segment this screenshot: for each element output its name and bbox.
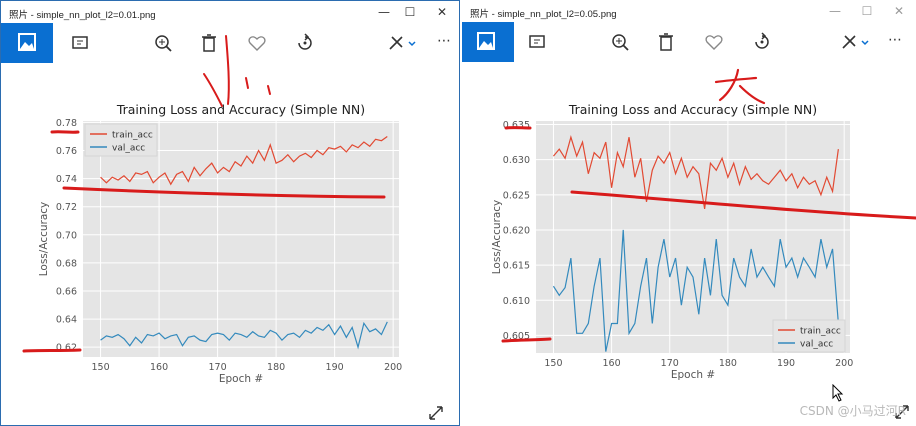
legend-box <box>84 123 158 157</box>
x-tick-label: 150 <box>91 362 109 373</box>
x-axis-label: Epoch # <box>219 373 263 385</box>
y-axis-label: Loss/Accuracy <box>491 200 503 275</box>
minimize-button[interactable]: — <box>378 5 390 19</box>
legend-label: val_acc <box>800 340 833 350</box>
favorite-icon[interactable] <box>702 30 726 54</box>
zoom-in-icon[interactable] <box>151 31 175 55</box>
legend-label: val_acc <box>112 144 145 154</box>
title-bar[interactable]: 照片 - simple_nn_plot_l2=0.01.png — ☐ ✕ <box>1 1 459 23</box>
y-axis-label: Loss/Accuracy <box>38 202 50 277</box>
title-bar[interactable]: 照片 - simple_nn_plot_l2=0.05.png — ☐ ✕ <box>462 0 916 22</box>
zoom-in-icon[interactable] <box>608 30 632 54</box>
y-tick-label: 0.635 <box>503 120 530 131</box>
x-tick-label: 170 <box>209 362 227 373</box>
close-button[interactable]: ✕ <box>436 5 448 19</box>
y-tick-label: 0.66 <box>56 286 77 297</box>
x-tick-label: 190 <box>777 358 795 369</box>
chart-right: 0.605 0.610 0.615 0.620 0.625 0.630 0.635 150 16… <box>491 102 853 381</box>
plot-area <box>83 121 399 357</box>
minimize-button[interactable]: — <box>829 4 841 18</box>
x-tick-label: 170 <box>661 358 679 369</box>
y-tick-label: 0.62 <box>56 343 77 354</box>
chart-title: Training Loss and Accuracy (Simple NN) <box>568 102 817 117</box>
y-tick-label: 0.615 <box>503 261 530 272</box>
y-tick-label: 0.70 <box>56 230 77 241</box>
add-to-album-icon[interactable] <box>526 30 550 54</box>
x-tick-label: 190 <box>326 362 344 373</box>
favorite-icon[interactable] <box>245 31 269 55</box>
close-button[interactable]: ✕ <box>893 4 905 18</box>
y-tick-label: 0.78 <box>56 118 77 129</box>
mouse-cursor-icon <box>832 384 844 402</box>
y-tick-label: 0.610 <box>503 296 530 307</box>
rotate-icon[interactable] <box>293 31 317 55</box>
y-tick-label: 0.68 <box>56 258 77 269</box>
rotate-icon[interactable] <box>750 30 774 54</box>
legend-box <box>772 319 846 353</box>
x-tick-label: 180 <box>267 362 285 373</box>
series-line-train-acc <box>552 135 839 209</box>
chart-title: Training Loss and Accuracy (Simple NN) <box>116 102 365 117</box>
toolbar: ⋯ <box>462 22 916 62</box>
expand-icon[interactable] <box>894 404 910 420</box>
maximize-button[interactable]: ☐ <box>861 4 873 18</box>
legend-label: train_acc <box>800 327 841 337</box>
photo-icon <box>18 33 36 51</box>
series-line-train-acc <box>100 135 388 186</box>
x-axis-label: Epoch # <box>671 369 715 381</box>
y-tick-label: 0.625 <box>503 190 530 201</box>
more-button[interactable]: ⋯ <box>437 33 451 49</box>
collection-button[interactable] <box>462 22 514 62</box>
x-tick-label: 180 <box>719 358 737 369</box>
more-button[interactable]: ⋯ <box>888 32 902 48</box>
plot-area <box>536 121 850 353</box>
y-tick-label: 0.605 <box>503 331 530 342</box>
image-canvas: 0.62 0.64 0.66 0.68 0.70 0.72 0.74 0.76 0.78 150 1… <box>1 63 459 425</box>
edit-icon[interactable] <box>385 31 419 55</box>
expand-icon[interactable] <box>428 405 444 421</box>
y-tick-label: 0.620 <box>503 225 530 236</box>
edit-icon[interactable] <box>838 30 872 54</box>
photos-window-right: 照片 - simple_nn_plot_l2=0.05.png — ☐ ✕ ⋯ … <box>462 0 916 426</box>
photo-icon <box>477 32 495 50</box>
window-title: 照片 - simple_nn_plot_l2=0.05.png <box>470 9 617 20</box>
legend-label: train_acc <box>112 131 153 141</box>
collection-button[interactable] <box>1 23 53 63</box>
x-tick-label: 150 <box>544 358 562 369</box>
photos-window-left: 照片 - simple_nn_plot_l2=0.01.png — ☐ ✕ ⋯ … <box>0 0 460 426</box>
y-tick-label: 0.64 <box>56 315 77 326</box>
x-tick-label: 160 <box>150 362 168 373</box>
y-tick-label: 0.72 <box>56 202 77 213</box>
image-canvas: 0.605 0.610 0.615 0.620 0.625 0.630 0.635 150 16… <box>462 62 916 426</box>
x-tick-label: 200 <box>384 362 402 373</box>
x-tick-label: 200 <box>835 358 853 369</box>
x-tick-label: 160 <box>603 358 621 369</box>
y-tick-label: 0.76 <box>56 146 77 157</box>
series-line-val-acc <box>100 321 388 350</box>
chart-left: 0.62 0.64 0.66 0.68 0.70 0.72 0.74 0.76 0.78 150 1… <box>38 102 402 385</box>
window-title: 照片 - simple_nn_plot_l2=0.01.png <box>9 10 156 21</box>
y-tick-label: 0.630 <box>503 155 530 166</box>
y-tick-label: 0.74 <box>56 174 77 185</box>
toolbar: ⋯ <box>1 23 459 63</box>
series-line-val-acc <box>552 229 839 352</box>
add-to-album-icon[interactable] <box>69 31 93 55</box>
delete-icon[interactable] <box>654 30 678 54</box>
watermark: CSDN @小马过河R <box>799 404 906 418</box>
delete-icon[interactable] <box>197 31 221 55</box>
maximize-button[interactable]: ☐ <box>404 5 416 19</box>
